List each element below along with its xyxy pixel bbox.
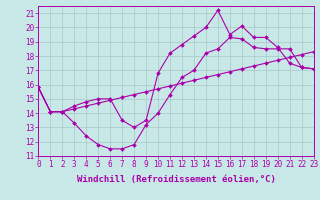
X-axis label: Windchill (Refroidissement éolien,°C): Windchill (Refroidissement éolien,°C) [76,175,276,184]
